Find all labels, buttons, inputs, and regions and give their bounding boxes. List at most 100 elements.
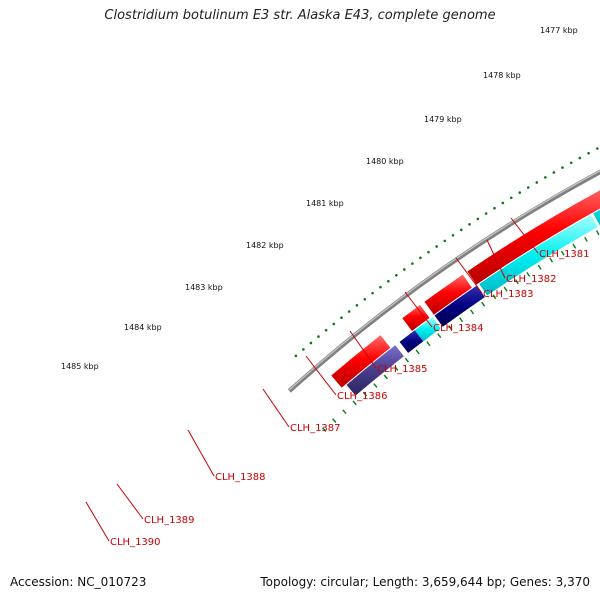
genome-summary: Topology: circular; Length: 3,659,644 bp… <box>260 575 590 589</box>
gene-label: CLH_1383 <box>483 289 534 300</box>
gene-label: CLH_1389 <box>144 515 195 526</box>
tick-dash <box>332 418 337 423</box>
tick-dash <box>404 357 410 363</box>
tick-dash <box>342 409 347 415</box>
tick-dot <box>302 348 305 351</box>
tick-dash <box>448 325 453 331</box>
tick-dash <box>426 341 431 347</box>
tick-dash <box>549 257 554 263</box>
tick-dash <box>595 230 600 236</box>
tick-dash <box>459 317 464 323</box>
tick-dash <box>321 427 327 432</box>
kbp-label: 1478 kbp <box>483 71 521 80</box>
tick-dot <box>493 206 496 210</box>
cds-red-arrow <box>467 190 600 285</box>
tick-dot <box>355 304 359 307</box>
tick-dot <box>535 181 539 184</box>
tick-dot <box>309 341 313 345</box>
kbp-labels: 1477 kbp 1478 kbp 1479 kbp 1480 kbp 1481 kbp… <box>61 26 578 371</box>
tick-dot <box>476 217 480 221</box>
leader-line <box>455 257 483 294</box>
tick-dot <box>427 250 430 254</box>
tick-dot <box>294 354 298 358</box>
tick-dot <box>443 239 447 243</box>
tick-dot <box>518 191 522 194</box>
tick-dash <box>470 309 475 315</box>
gene-label: CLH_1390 <box>110 537 161 548</box>
accession-text: Accession: NC_010723 <box>10 575 147 589</box>
gene-label: CLH_1381 <box>539 249 590 260</box>
tick-dash <box>362 391 368 397</box>
gene-label: CLH_1385 <box>377 364 428 375</box>
leader-line <box>404 291 433 328</box>
kbp-label: 1483 kbp <box>185 283 223 292</box>
tick-dash <box>503 286 508 292</box>
cds-cyan-arrow <box>414 317 441 342</box>
leader-line <box>486 239 506 279</box>
tick-dash <box>572 243 577 249</box>
tick-dash <box>584 236 588 242</box>
tick-dash <box>415 349 420 355</box>
tick-dot <box>411 262 414 265</box>
gene-label: CLH_1387 <box>290 423 341 434</box>
cds-slate-arrow <box>346 345 404 396</box>
tick-dot <box>569 161 573 165</box>
tick-dot <box>340 316 343 319</box>
tick-dash <box>373 383 378 388</box>
cds-red-arrow <box>331 335 391 388</box>
tick-dot <box>371 291 374 295</box>
tick-dot <box>510 196 513 200</box>
tick-dot <box>561 166 564 169</box>
cds-cyan-arrow <box>593 209 600 226</box>
tick-dot <box>387 279 390 283</box>
kbp-label: 1484 kbp <box>124 323 162 332</box>
backbone-highlight <box>288 170 600 391</box>
backbone-arc <box>287 169 600 393</box>
tick-dot <box>379 285 382 289</box>
kbp-label: 1480 kbp <box>366 157 404 166</box>
cds-cyan-arrow <box>479 214 598 296</box>
tick-dots <box>294 147 600 432</box>
kbp-label: 1477 kbp <box>540 26 578 35</box>
gene-label: CLH_1382 <box>506 274 557 285</box>
tick-dot <box>526 186 530 189</box>
gene-label: CLH_1386 <box>337 391 388 402</box>
tick-dot <box>587 151 590 155</box>
gene-labels: CLH_1381 CLH_1382 CLH_1383 CLH_1384 CLH_1385… <box>85 217 590 548</box>
leader-line <box>262 388 290 428</box>
tick-dot <box>451 234 455 237</box>
tick-dash <box>352 400 357 406</box>
tick-dot <box>324 328 328 332</box>
leader-line <box>349 330 377 369</box>
tick-dash <box>537 264 542 270</box>
cds-features <box>331 190 600 396</box>
leader-line <box>116 483 144 520</box>
tick-dot <box>544 176 547 179</box>
tick-dot <box>419 256 422 260</box>
kbp-label: 1479 kbp <box>424 115 462 124</box>
tick-dot <box>403 268 406 271</box>
cds-navy-arrow <box>399 330 424 353</box>
gene-label: CLH_1388 <box>215 472 266 483</box>
gene-label: CLH_1384 <box>433 323 484 334</box>
tick-dot <box>395 274 398 277</box>
leader-line <box>85 501 110 542</box>
tick-dot <box>484 212 488 215</box>
tick-dot <box>435 245 438 248</box>
tick-dash <box>394 366 399 371</box>
tick-dash <box>492 294 497 300</box>
cds-red-arrow <box>402 305 430 332</box>
tick-dot <box>459 228 463 232</box>
leader-line <box>510 217 539 254</box>
leader-line <box>305 355 337 396</box>
tick-dot <box>468 223 471 226</box>
tick-dot <box>595 147 599 150</box>
tick-dash <box>383 374 388 380</box>
tick-dash <box>481 301 486 307</box>
tick-dot <box>317 335 320 338</box>
backbone-ring <box>287 169 600 393</box>
cds-red-arrow <box>424 274 472 315</box>
tick-dash <box>526 271 531 277</box>
tick-dot <box>501 201 505 205</box>
tick-dash <box>560 250 565 256</box>
